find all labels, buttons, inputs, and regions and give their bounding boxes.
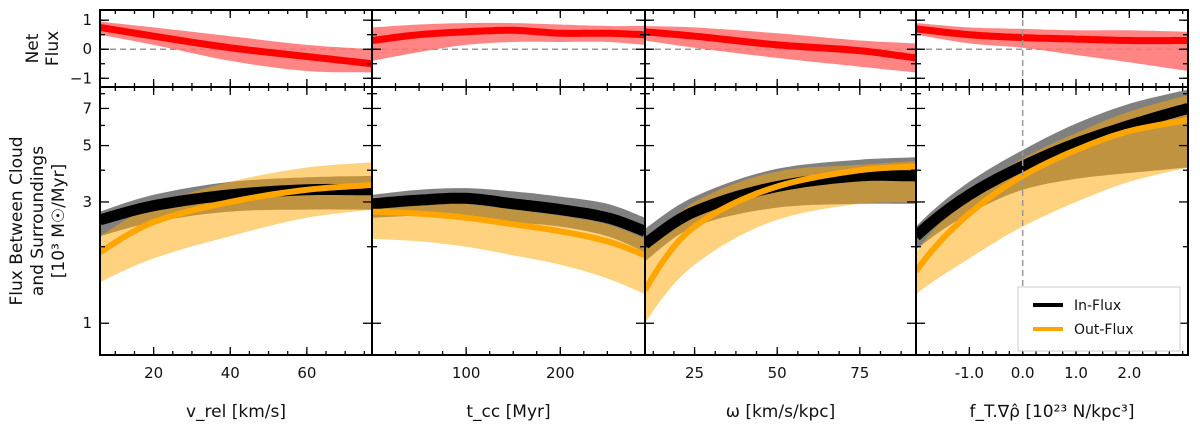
flux-ylabel-line: [10³ M☉/Myr] [49,164,69,278]
axes-layer [99,9,1189,356]
panel4-xtick-label: -1.0 [955,364,984,382]
panel3-lines [645,28,916,292]
panel2-out-median-line [372,208,645,259]
panel2-net-median-line [372,26,645,44]
panel2-xtick-label: 100 [452,364,481,382]
panel1-xtick-label: 40 [221,364,240,382]
panel4-in-median-line [916,103,1188,241]
panel2-in-median-line [372,192,645,237]
panel2-lines [372,26,645,259]
panel1-net-median-line [100,23,372,68]
panel2-xlabel: t_cc [Myr] [466,402,550,422]
panel4-xtick-label: 1.0 [1064,364,1088,382]
panel3-xtick-label: 25 [685,364,704,382]
flux-ytick-label: 7 [82,99,92,117]
panel1-xtick-label: 20 [144,364,163,382]
panel2-xtick-label: 200 [546,364,575,382]
net-ytick-label: 0 [82,40,92,58]
legend: In-Flux Out-Flux [1017,286,1181,352]
panel1-lines [100,23,372,255]
panel4-xtick-label: 0.0 [1011,364,1035,382]
net-ytick-label: −1 [70,69,92,87]
panel3-xtick-label: 75 [850,364,869,382]
panel1-out-median-line [100,181,372,255]
legend-out-label: Out-Flux [1074,322,1134,338]
net-ytick-label: 1 [82,11,92,29]
legend-box [1017,286,1181,352]
net-ylabel-line: Flux [43,31,63,66]
flux-ytick-label: 1 [82,314,92,332]
panel3-xlabel: ω [km/s/kpc] [726,402,836,422]
panel2-bands [372,22,645,295]
panel4-xtick-label: 2.0 [1117,364,1141,382]
panel4-flux-frame [915,86,1189,356]
panel2-out-band [372,196,645,295]
panel4-out-median-line [916,117,1188,274]
net-ylabel-line: Net [23,33,43,63]
panel1-out-band [100,162,372,283]
line-layer [100,10,1188,355]
panel1-xlabel: v_rel [km/s] [186,402,286,422]
panel4-xlabel: f_T.∇ρ̂ [10²³ N/kpc³] [970,402,1135,422]
panel4-out-band [916,95,1188,295]
flux-ytick-label: 3 [82,193,92,211]
panel3-xtick-label: 50 [768,364,787,382]
flux-ytick-label: 5 [82,137,92,155]
legend-in-label: In-Flux [1074,298,1121,314]
panel3-net-median-line [645,28,916,62]
flux-ylabel-line: Flux Between Cloud [7,136,27,305]
panel1-xtick-label: 60 [297,364,316,382]
panel4-net-median-line [916,25,1188,45]
panel4-lines [916,10,1188,355]
panel3-out-median-line [645,163,916,292]
flux-ylabel-line: and Surroundings [28,146,48,296]
